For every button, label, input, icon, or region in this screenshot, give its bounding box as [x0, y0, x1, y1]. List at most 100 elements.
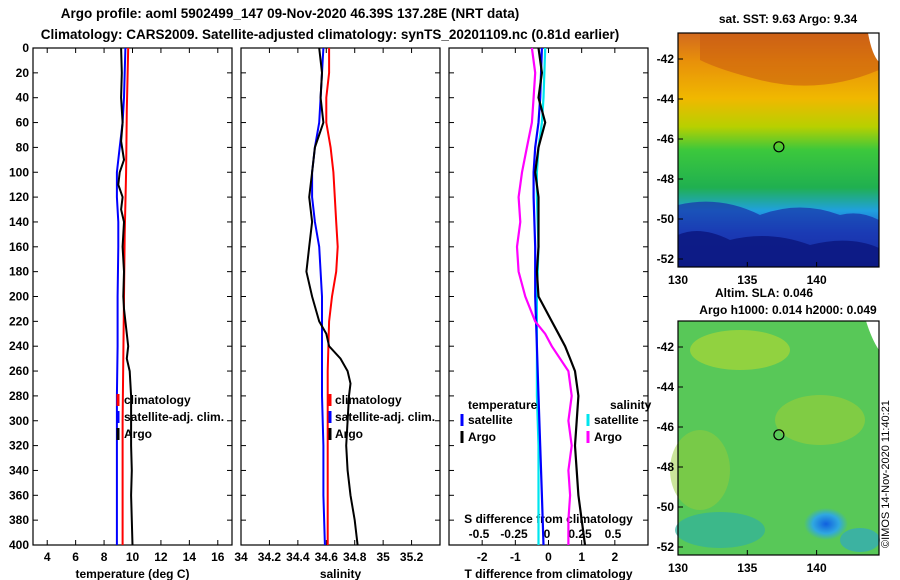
- y-tick-label: 0: [22, 41, 29, 55]
- y-tick-label: -50: [657, 500, 675, 514]
- sst-land-edge: [868, 33, 879, 62]
- legend-label: Argo: [124, 427, 152, 441]
- legend-label: satellite-adj. clim.: [124, 410, 224, 424]
- map-frame: [677, 320, 880, 556]
- x-tick-label: 34.8: [343, 550, 367, 564]
- map-title: Altim. SLA: 0.046: [715, 286, 813, 300]
- plot-frame: [448, 47, 649, 546]
- sla-land-edge: [866, 321, 879, 350]
- y-tick-label: -44: [657, 380, 675, 394]
- series-line-t-argo: [534, 47, 587, 546]
- y-tick-label: -52: [657, 540, 675, 554]
- plot-frame: [240, 47, 441, 546]
- sst-map: [678, 33, 879, 267]
- map-frame: [677, 32, 880, 268]
- y-tick-label: 360: [9, 488, 29, 502]
- y-tick-label: 180: [9, 265, 29, 279]
- sla-low-patch: [840, 528, 880, 552]
- x2-tick-label: -0.5: [469, 527, 490, 541]
- y-tick-label: 160: [9, 240, 29, 254]
- y-tick-label: 380: [9, 513, 29, 527]
- x-tick-label: 140: [807, 273, 827, 287]
- argo-location-marker: [773, 141, 785, 153]
- x-tick-label: 2: [611, 550, 618, 564]
- y-tick-label: -42: [657, 340, 675, 354]
- y-tick-label: -52: [657, 252, 675, 266]
- map-subtitle: Argo h1000: 0.014 h2000: 0.049: [699, 303, 877, 317]
- series-line-satellite-adj-clim-: [311, 47, 326, 546]
- x-tick-label: -2: [477, 550, 488, 564]
- legend-label: satellite: [468, 413, 513, 427]
- sla-high-patch: [670, 430, 730, 510]
- x2-tick-label: -0.25: [500, 527, 528, 541]
- x-tick-label: 34: [234, 550, 248, 564]
- legend-label: Argo: [594, 430, 622, 444]
- x-tick-label: 140: [807, 561, 827, 575]
- x-tick-label: 16: [211, 550, 225, 564]
- series-line-argo: [117, 47, 134, 546]
- y-tick-label: 140: [9, 215, 29, 229]
- y-tick-label: -46: [657, 420, 675, 434]
- x-tick-label: 8: [101, 550, 108, 564]
- series-line-s-satellite: [532, 47, 545, 546]
- legend-label: satellite-adj. clim.: [335, 410, 435, 424]
- x2-tick-label: 0.25: [568, 527, 592, 541]
- y-tick-label: 220: [9, 314, 29, 328]
- y-tick-label: 260: [9, 364, 29, 378]
- x2-tick-label: 0: [544, 527, 551, 541]
- x-tick-label: 10: [126, 550, 140, 564]
- x-tick-label: 14: [183, 550, 197, 564]
- x-tick-label: 130: [668, 273, 688, 287]
- chart-title-line2: Climatology: CARS2009. Satellite-adjuste…: [40, 27, 620, 42]
- y-tick-label: 20: [16, 66, 30, 80]
- sst-cold-core: [678, 231, 879, 267]
- x-tick-label: 35: [376, 550, 390, 564]
- x2-axis-label: S difference from climatology: [464, 512, 633, 526]
- y-tick-label: 80: [16, 140, 30, 154]
- sla-high-patch: [690, 330, 790, 370]
- x-tick-label: 35.2: [400, 550, 424, 564]
- y-tick-label: -48: [657, 460, 675, 474]
- sla-low-patch: [804, 508, 848, 540]
- x-axis-label: salinity: [320, 567, 362, 580]
- x-tick-label: 34.4: [286, 550, 310, 564]
- legend-title-temperature: temperature: [468, 398, 538, 412]
- sla-high-patch: [775, 395, 865, 445]
- x-tick-label: 135: [737, 273, 757, 287]
- x-tick-label: 34.2: [258, 550, 282, 564]
- x-tick-label: 135: [737, 561, 757, 575]
- legend-label: satellite: [594, 413, 639, 427]
- y-tick-label: 320: [9, 439, 29, 453]
- y-tick-label: -46: [657, 132, 675, 146]
- legend-title-salinity: salinity: [610, 398, 652, 412]
- x-axis-label: T difference from climatology: [464, 567, 632, 580]
- sla-map: [670, 321, 880, 555]
- y-tick-label: 300: [9, 414, 29, 428]
- x-tick-label: 130: [668, 561, 688, 575]
- x-tick-label: 4: [44, 550, 51, 564]
- y-tick-label: 240: [9, 339, 29, 353]
- y-tick-label: 40: [16, 91, 30, 105]
- y-tick-label: -48: [657, 172, 675, 186]
- x-axis-label: temperature (deg C): [75, 567, 189, 580]
- chart-title-line1: Argo profile: aoml 5902499_147 09-Nov-20…: [60, 6, 520, 21]
- argo-location-marker: [773, 429, 785, 441]
- series-line-s-argo: [515, 47, 573, 545]
- map-title: sat. SST: 9.63 Argo: 9.34: [719, 12, 858, 26]
- legend-label: climatology: [335, 393, 402, 407]
- x-tick-label: 0: [545, 550, 552, 564]
- legend-label: Argo: [335, 427, 363, 441]
- series-line-argo: [305, 47, 359, 546]
- y-tick-label: -44: [657, 92, 675, 106]
- x2-tick-label: 0.5: [605, 527, 622, 541]
- x-tick-label: 6: [72, 550, 79, 564]
- y-tick-label: -42: [657, 52, 675, 66]
- y-tick-label: 200: [9, 290, 29, 304]
- y-tick-label: 340: [9, 463, 29, 477]
- sla-low-patch: [675, 512, 765, 548]
- y-tick-label: 60: [16, 116, 30, 130]
- series-line-climatology: [325, 48, 339, 545]
- sst-warm-patch: [700, 33, 879, 86]
- x-tick-label: -1: [510, 550, 521, 564]
